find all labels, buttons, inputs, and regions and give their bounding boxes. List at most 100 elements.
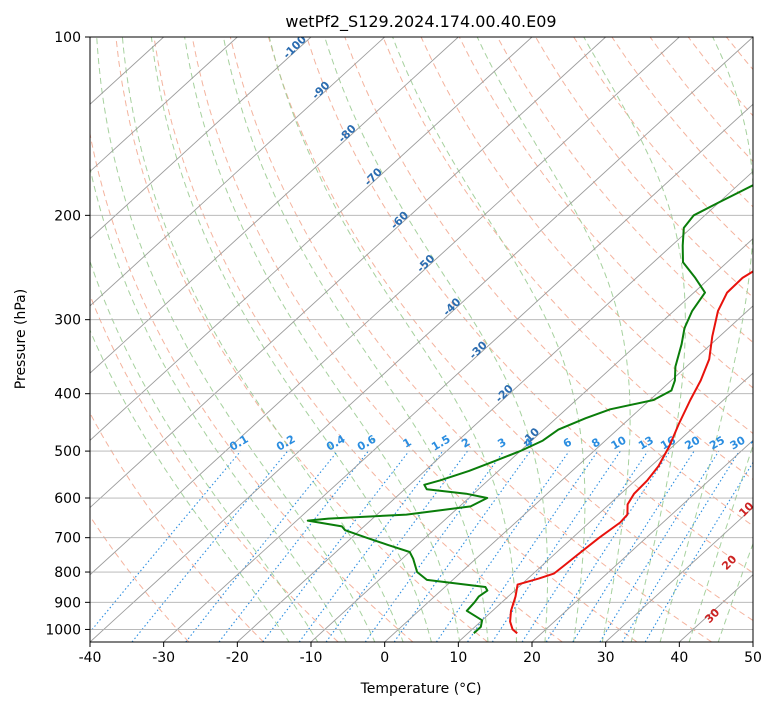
x-tick-label: 20 — [523, 650, 541, 666]
isotherm-line — [531, 439, 753, 642]
mixing-ratio-label: 0.4 — [324, 432, 348, 453]
moist-adiabat-line — [392, 37, 586, 642]
mixing-ratio-line — [599, 450, 720, 642]
mixing-ratio-label: 2 — [459, 436, 472, 451]
mixing-ratio-label: 36 — [748, 433, 768, 452]
x-axis: -40 -30 -20 -10 0 10 20 30 40 50 — [79, 642, 762, 666]
isotherm-line — [90, 37, 606, 509]
y-tick-label: 400 — [54, 387, 81, 403]
moist-adiabat-line — [150, 37, 432, 642]
mixing-ratio-line — [325, 450, 468, 642]
isotherm-line — [90, 37, 312, 240]
dry-adiabat-line — [420, 37, 753, 435]
dry-adiabat-line — [90, 412, 264, 642]
x-tick-label: 40 — [670, 650, 688, 666]
dewpoint-line — [306, 184, 753, 635]
y-tick-label: 700 — [54, 531, 81, 547]
moist-adiabat-label: 30 — [702, 606, 722, 626]
mixing-ratio-line — [467, 450, 599, 642]
mixing-ratio-line — [131, 450, 289, 642]
dry-adiabat-line — [268, 37, 753, 622]
dry-adiabat-line — [573, 37, 753, 253]
moist-adiabat-label: 0 — [756, 449, 771, 464]
dry-adiabat-line — [90, 131, 414, 642]
dry-adiabat-line — [153, 37, 563, 642]
dry-adiabat-line — [306, 37, 753, 574]
moist-adiabat-line — [90, 259, 319, 642]
isotherm-line — [90, 37, 238, 173]
x-tick-label: 0 — [380, 650, 389, 666]
isotherm-line — [237, 170, 753, 642]
isotherm-line — [310, 238, 753, 642]
isotherm-label: -10 — [519, 425, 542, 448]
dry-adiabat-line — [765, 37, 775, 642]
moist-adiabat-line — [476, 37, 631, 642]
mixing-ratio-line — [435, 450, 570, 642]
x-tick-label: -30 — [152, 650, 175, 666]
y-tick-label: 900 — [54, 595, 81, 611]
mixing-ratio-label: 0.1 — [227, 433, 250, 454]
isotherm-line — [90, 37, 533, 441]
x-tick-label: 30 — [597, 650, 615, 666]
mixing-ratio-label: 6 — [561, 435, 574, 450]
mixing-ratio-line — [90, 450, 242, 633]
x-tick-label: 10 — [449, 650, 467, 666]
isotherm-line — [163, 103, 753, 642]
isotherm-line — [90, 37, 753, 642]
dry-adiabat-line — [229, 37, 712, 642]
background-lines — [90, 37, 775, 642]
y-axis: 100 200 300 400 500 600 700 800 900 1000 — [45, 30, 90, 638]
y-tick-label: 500 — [54, 444, 81, 460]
isotherm-line — [90, 37, 385, 307]
mixing-ratio-label: 30 — [728, 433, 748, 452]
y-axis-label: Pressure (hPa) — [13, 289, 29, 389]
isotherm-line — [90, 37, 459, 374]
moist-adiabat-line — [717, 542, 753, 642]
dry-adiabat-line — [726, 37, 753, 71]
mixing-ratio-line — [572, 450, 695, 642]
y-tick-label: 200 — [54, 208, 81, 224]
dry-adiabat-line — [382, 37, 753, 481]
x-tick-label: 50 — [744, 650, 762, 666]
dry-adiabat-line — [687, 37, 753, 117]
dry-adiabat-line — [90, 515, 190, 642]
isotherm-line — [384, 305, 753, 642]
mixing-ratio-line — [545, 450, 671, 642]
moist-adiabat-line — [121, 37, 404, 642]
y-tick-label: 600 — [54, 491, 81, 507]
moist-adiabat-line — [268, 37, 517, 642]
x-axis-label: Temperature (°C) — [360, 681, 482, 697]
moist-adiabat-line — [90, 165, 347, 642]
y-tick-label: 1000 — [45, 622, 81, 638]
plot-frame — [89, 36, 754, 643]
mixing-ratio-label: 25 — [707, 434, 727, 453]
x-tick-label: -40 — [79, 650, 102, 666]
dry-adiabat-line — [611, 37, 753, 208]
moist-adiabat-line — [583, 37, 686, 642]
y-tick-label: 300 — [54, 313, 81, 329]
moist-adiabat-line — [659, 37, 753, 642]
mixing-ratio-label: 3 — [495, 436, 508, 451]
mixing-ratio-line — [621, 450, 740, 642]
mixing-ratio-line — [491, 450, 621, 642]
dry-adiabat-line — [535, 37, 753, 298]
x-tick-label: -10 — [300, 650, 323, 666]
mixing-ratio-label: 0.6 — [355, 432, 379, 453]
isotherm-line — [458, 372, 753, 642]
y-tick-label: 100 — [54, 30, 81, 46]
isotherm-label: -70 — [362, 165, 385, 188]
isotherm-label: -40 — [440, 295, 463, 318]
mixing-ratio-label: 1 — [401, 436, 414, 451]
isotherm-line — [605, 506, 753, 642]
mixing-ratio-label: 10 — [609, 433, 629, 452]
mixing-ratio-line — [218, 450, 369, 642]
dry-adiabat-line — [496, 37, 753, 344]
line-labels: 0.1 0.2 0.4 0.6 1 1.5 2 3 4 6 8 10 13 16 20 25 30 36-100-… — [227, 37, 771, 626]
x-tick-label: -20 — [226, 650, 249, 666]
mixing-ratio-line — [298, 450, 444, 642]
temperature-line — [509, 270, 753, 635]
moist-adiabat-line — [688, 444, 753, 642]
moist-adiabat-line — [184, 37, 461, 642]
